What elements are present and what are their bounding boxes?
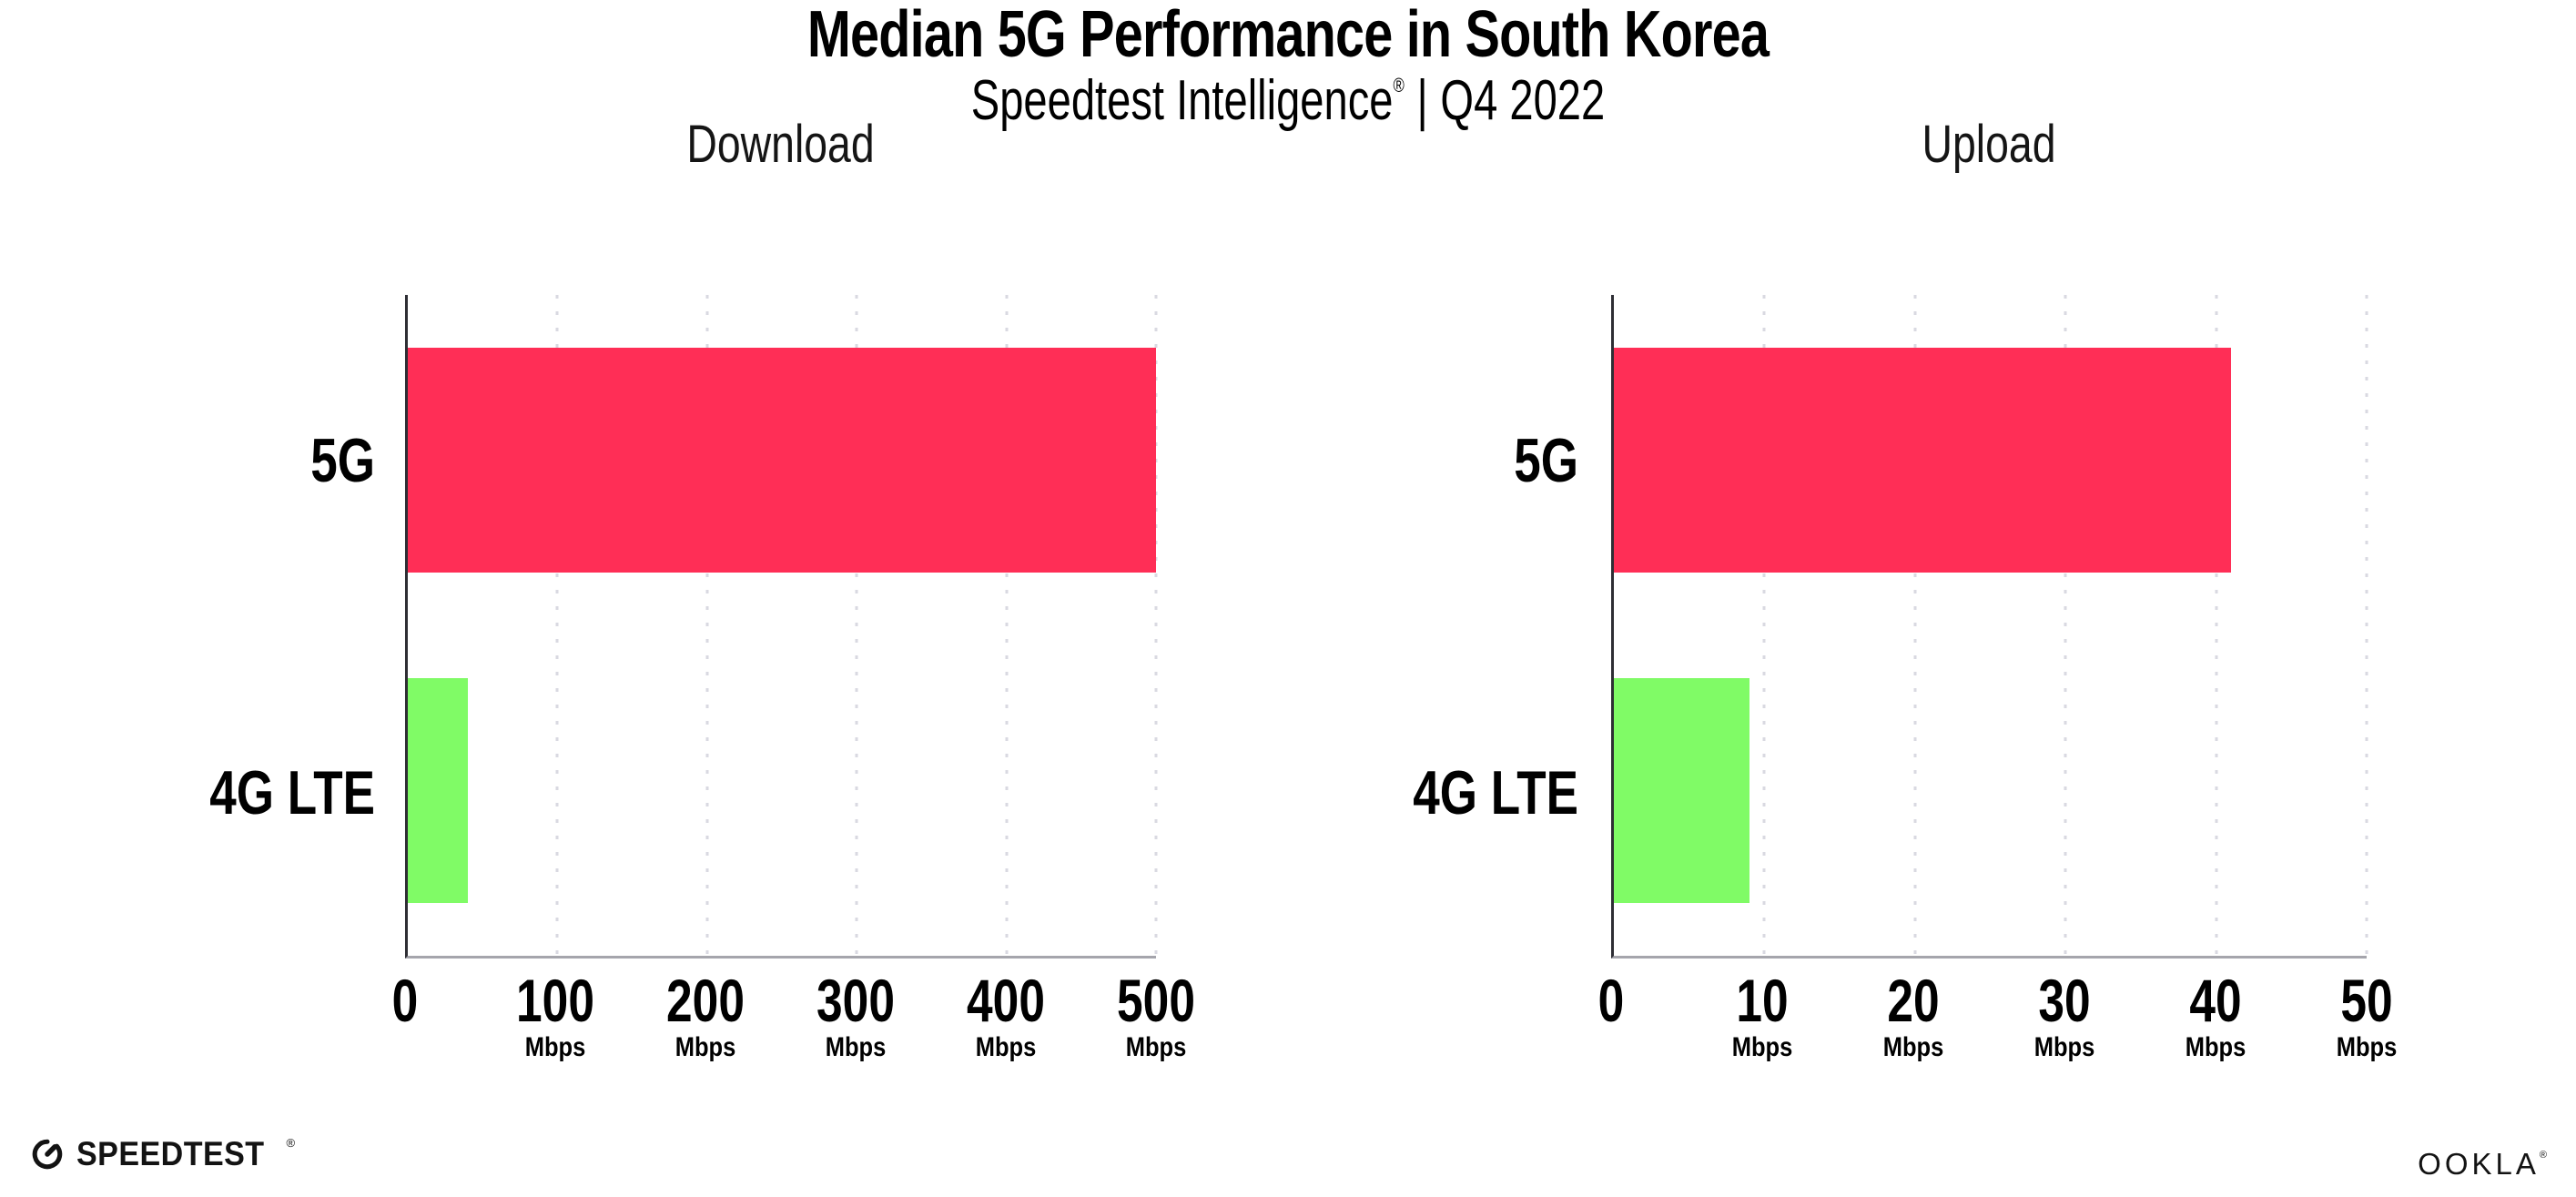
- xtick-upload-20: 20 Mbps: [1878, 967, 1949, 1062]
- category-label-upload-4g-lte: 4G LTE: [1413, 757, 1578, 827]
- xtick-unit: Mbps: [674, 1032, 736, 1062]
- gridline-download-500: [1154, 295, 1158, 956]
- xtick-value: 30: [2038, 967, 2091, 1034]
- speedtest-trademark-icon: ®: [286, 1136, 296, 1150]
- xtick-download-0: 0: [389, 967, 422, 1034]
- ookla-trademark-icon: ®: [2539, 1150, 2547, 1161]
- xtick-value: 20: [1887, 967, 1940, 1034]
- xtick-download-100: 100 Mbps: [505, 967, 605, 1062]
- xtick-value: 400: [967, 967, 1045, 1034]
- gridline-download-400: [1005, 295, 1009, 956]
- chart-title-upload: Upload: [1922, 115, 2056, 174]
- category-label-download-5g: 5G: [310, 426, 375, 496]
- gridline-upload-30: [2064, 295, 2067, 956]
- xtick-upload-0: 0: [1595, 967, 1628, 1034]
- xtick-unit: Mbps: [1731, 1032, 1793, 1062]
- upload-category-axis: 5G 4G LTE: [1203, 295, 1578, 959]
- gridline-upload-10: [1762, 295, 1766, 956]
- xtick-unit: Mbps: [825, 1032, 887, 1062]
- gridline-download-100: [555, 295, 559, 956]
- registered-trademark-icon: ®: [1393, 74, 1405, 96]
- speedtest-gauge-icon: [32, 1139, 63, 1170]
- download-plot-area: [405, 295, 1158, 959]
- xtick-upload-50: 50 Mbps: [2331, 967, 2402, 1062]
- xtick-upload-10: 10 Mbps: [1727, 967, 1798, 1062]
- xtick-value: 40: [2189, 967, 2242, 1034]
- xtick-unit: Mbps: [975, 1032, 1037, 1062]
- xtick-value: 100: [516, 967, 594, 1034]
- category-label-upload-5g: 5G: [1514, 426, 1578, 496]
- bar-download-4g-lte: [408, 678, 468, 903]
- ookla-logo-text: OOKLA: [2418, 1147, 2540, 1181]
- xtick-upload-40: 40 Mbps: [2180, 967, 2251, 1062]
- xtick-unit: Mbps: [1125, 1032, 1187, 1062]
- upload-x-axis: 0 10 Mbps 20 Mbps 30 Mbps 40 Mbps 50 Mbps: [1598, 967, 2398, 1082]
- xtick-unit: Mbps: [2033, 1032, 2095, 1062]
- xtick-upload-30: 30 Mbps: [2029, 967, 2100, 1062]
- gridline-upload-20: [1913, 295, 1917, 956]
- xtick-value: 50: [2340, 967, 2393, 1034]
- xtick-value: 0: [391, 967, 419, 1034]
- page-subtitle: Speedtest Intelligence® | Q4 2022: [309, 55, 2267, 132]
- bar-upload-4g-lte: [1614, 678, 1749, 903]
- category-label-download-4g-lte: 4G LTE: [209, 757, 375, 827]
- download-x-axis: 0 100 Mbps 200 Mbps 300 Mbps 400 Mbps 500 Mbps: [392, 967, 1195, 1082]
- bar-upload-5g: [1614, 348, 2232, 573]
- subtitle-period: Q4 2022: [1440, 69, 1606, 132]
- speedtest-logo-text: SPEEDTEST: [76, 1135, 265, 1172]
- gridline-upload-50: [2365, 295, 2368, 956]
- speedtest-logo: SPEEDTEST ®: [27, 1134, 295, 1174]
- chart-title-download: Download: [686, 115, 875, 174]
- xtick-value: 200: [666, 967, 745, 1034]
- xtick-value: 10: [1736, 967, 1789, 1034]
- xtick-unit: Mbps: [2185, 1032, 2246, 1062]
- gridline-upload-40: [2215, 295, 2218, 956]
- xtick-download-200: 200 Mbps: [655, 967, 756, 1062]
- xtick-unit: Mbps: [2336, 1032, 2398, 1062]
- xtick-value: 0: [1597, 967, 1625, 1034]
- xtick-value: 300: [816, 967, 895, 1034]
- ookla-logo: OOKLA®: [2418, 1138, 2547, 1182]
- subtitle-separator: |: [1416, 69, 1428, 132]
- xtick-download-300: 300 Mbps: [806, 967, 906, 1062]
- page-title: Median 5G Performance in South Korea: [806, 0, 1770, 71]
- subtitle-brand: Speedtest Intelligence: [970, 69, 1394, 132]
- xtick-download-500: 500 Mbps: [1106, 967, 1206, 1062]
- download-category-axis: 5G 4G LTE: [0, 295, 375, 959]
- xtick-unit: Mbps: [1882, 1032, 1944, 1062]
- gridline-download-200: [705, 295, 709, 956]
- bar-download-5g: [408, 348, 1156, 573]
- xtick-download-400: 400 Mbps: [956, 967, 1056, 1062]
- gridline-download-300: [855, 295, 858, 956]
- xtick-unit: Mbps: [524, 1032, 586, 1062]
- upload-plot-area: [1611, 295, 2368, 959]
- xtick-value: 500: [1117, 967, 1195, 1034]
